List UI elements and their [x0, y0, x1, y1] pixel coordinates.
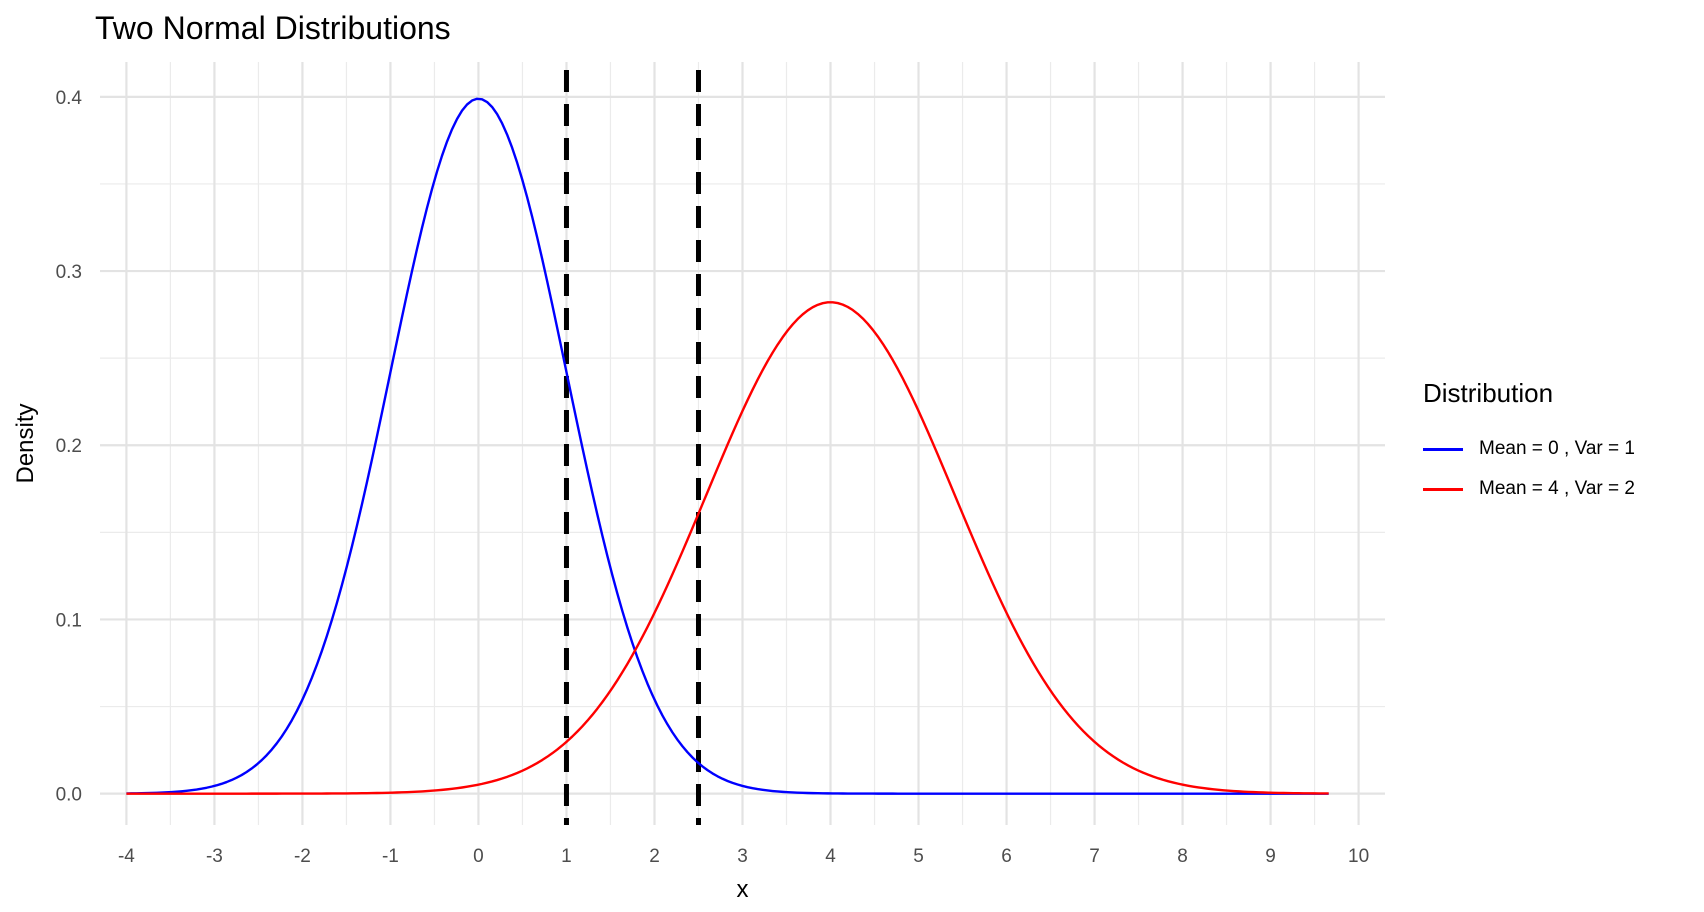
y-tick-label: 0.2: [56, 436, 82, 457]
legend-key-series-2: [1423, 487, 1463, 491]
legend-item-series-2: Mean = 4 , Var = 2: [1423, 469, 1635, 509]
x-tick-label: -1: [382, 846, 399, 867]
y-axis-title: Density: [12, 403, 39, 483]
legend: Distribution Mean = 0 , Var = 1 Mean = 4…: [1423, 378, 1635, 509]
x-tick-label: 7: [1089, 846, 1100, 867]
legend-label-series-2: Mean = 4 , Var = 2: [1479, 478, 1635, 499]
x-tick-label: 9: [1265, 846, 1276, 867]
x-tick-label: 5: [913, 846, 924, 867]
x-tick-label: 1: [561, 846, 572, 867]
x-tick-label: 6: [1001, 846, 1012, 867]
x-axis-tick-labels: -4 -3 -2 -1 0 1 2 3 4 5 6 7 8 9 10: [118, 846, 1369, 867]
legend-key-series-1: [1423, 447, 1463, 451]
y-tick-label: 0.4: [56, 88, 83, 109]
density-curve-series-2: [126, 301, 1329, 795]
legend-title: Distribution: [1423, 378, 1554, 408]
chart-title: Two Normal Distributions: [95, 10, 451, 46]
y-axis-tick-labels: 0.0 0.1 0.2 0.3 0.4: [56, 88, 83, 806]
x-tick-label: 4: [825, 846, 836, 867]
y-tick-label: 0.0: [56, 785, 82, 806]
x-tick-label: -4: [118, 846, 135, 867]
x-tick-label: 2: [649, 846, 660, 867]
x-tick-label: -3: [206, 846, 223, 867]
y-tick-label: 0.3: [56, 262, 82, 283]
legend-label-series-1: Mean = 0 , Var = 1: [1479, 438, 1635, 459]
x-tick-label: 8: [1177, 846, 1188, 867]
x-tick-label: -2: [294, 846, 311, 867]
y-tick-label: 0.1: [56, 610, 82, 631]
major-gridlines: [100, 62, 1385, 825]
legend-item-series-1: Mean = 0 , Var = 1: [1423, 429, 1635, 469]
density-curves: [126, 97, 1329, 795]
x-axis-title: x: [737, 876, 749, 903]
x-tick-label: 10: [1348, 846, 1369, 867]
reference-lines: [563, 70, 701, 825]
x-tick-label: 3: [737, 846, 748, 867]
x-tick-label: 0: [473, 846, 484, 867]
density-curve-series-1: [126, 97, 1329, 795]
